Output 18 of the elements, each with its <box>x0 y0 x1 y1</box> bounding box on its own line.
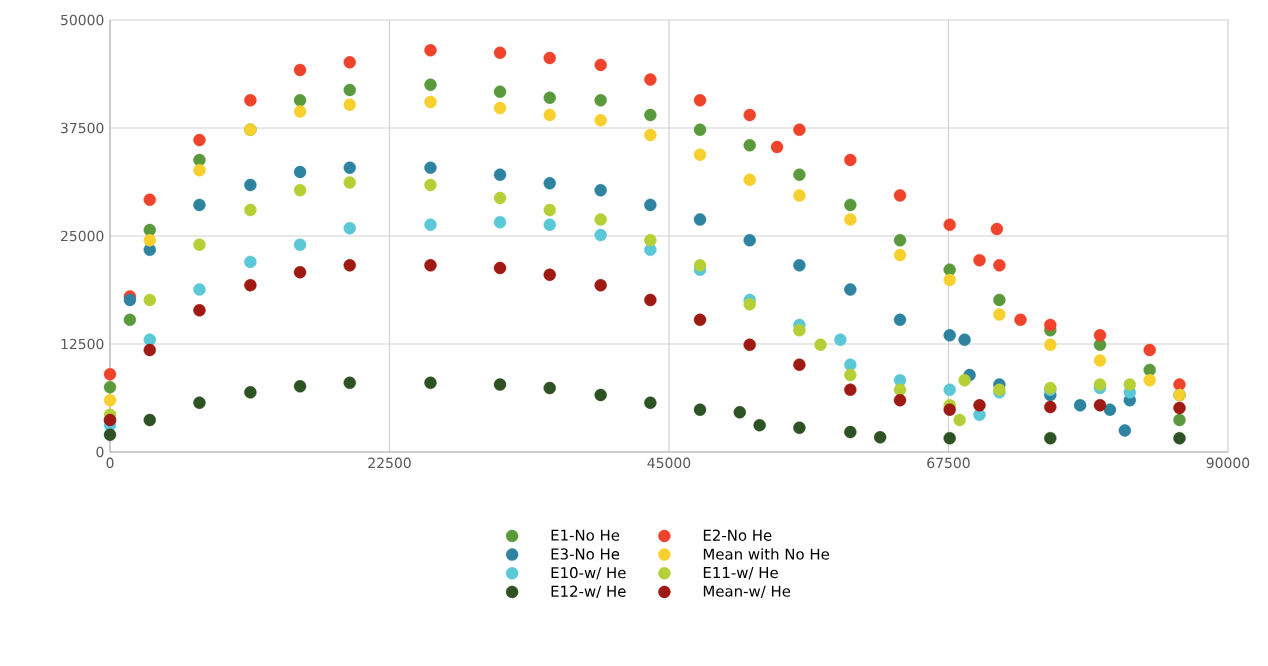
legend-label: E12-w/ He <box>551 585 626 599</box>
legend-label: E1-No He <box>551 529 620 541</box>
x-tick-label: 0 <box>106 457 114 469</box>
legend-label: E11-w/ He <box>703 567 778 580</box>
y-tick-label: 50000 <box>61 14 104 26</box>
legend-label: E2-No He <box>703 529 772 541</box>
legend-label: E10-w/ He <box>551 567 626 580</box>
x-tick-label: 67500 <box>927 457 970 469</box>
legend-label: Mean-w/ He <box>703 585 791 598</box>
x-tick-label: 45000 <box>647 457 691 469</box>
y-tick-label: 37500 <box>61 122 104 134</box>
x-tick-label: 90000 <box>1206 457 1250 469</box>
legend-label: Mean with No He <box>703 548 830 560</box>
x-tick-label: 22500 <box>368 457 411 469</box>
y-tick-label: 0 <box>96 446 104 458</box>
legend-label: E3-No He <box>551 548 620 560</box>
y-tick-label: 12500 <box>61 338 104 350</box>
y-tick-label: 25000 <box>61 230 104 242</box>
